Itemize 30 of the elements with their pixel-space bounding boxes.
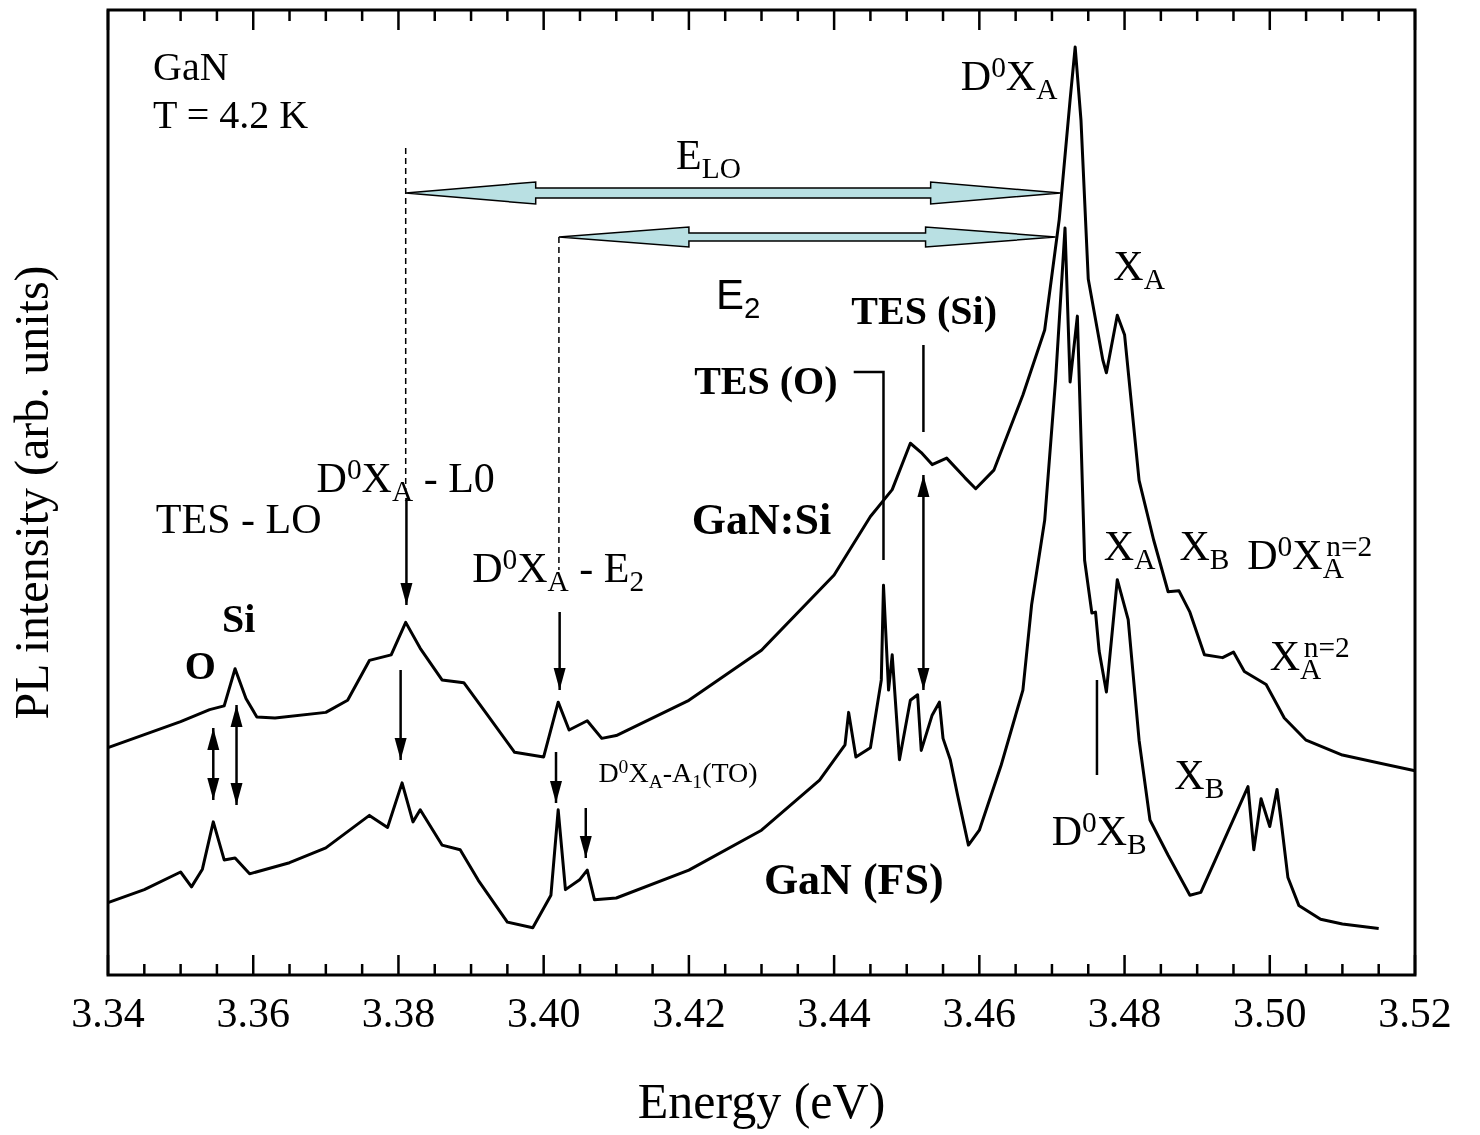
x-tick-label: 3.34 [71, 990, 145, 1036]
x-tick-label: 3.38 [361, 990, 436, 1036]
series-label: GaN:Si [691, 495, 832, 545]
annotation: D$^{0}$X$_{A}$ - E$_{2}$ [472, 543, 645, 597]
x-tick-label: 3.42 [652, 990, 726, 1036]
annotation: Si [222, 595, 256, 641]
annotation: X$_{B}$ [1179, 523, 1230, 575]
annotation: D$^{0}$X$_{B}$ [1051, 805, 1147, 860]
annotation: GaN [153, 44, 229, 89]
annotation: X$_{A}$ [1103, 523, 1157, 575]
x-tick-label: 3.46 [942, 990, 1017, 1036]
annotation: T = 4.2 K [153, 92, 309, 137]
annotation: E$_{LO}$ [676, 132, 741, 185]
x-tick-label: 3.36 [216, 990, 290, 1036]
x-tick-label: 3.50 [1233, 990, 1307, 1036]
x-axis-title: Energy (eV) [637, 1073, 886, 1129]
annotation: O [184, 643, 216, 689]
x-tick-label: 3.44 [797, 990, 871, 1036]
annotation: E$_{2}$ [716, 271, 761, 325]
annotation: D$^{0}$X$_{A}$ [960, 50, 1059, 105]
series-label: GaN (FS) [763, 855, 944, 905]
x-tick-label: 3.48 [1087, 990, 1162, 1036]
annotation: X$_{A}$ [1113, 242, 1166, 295]
x-tick-label: 3.40 [506, 990, 581, 1036]
x-tick-label: 3.52 [1378, 990, 1452, 1036]
annotation: X$_{B}$ [1174, 752, 1225, 804]
annotation: D$^{0}$X$_{A}$-A$_{1}$(TO) [598, 755, 758, 792]
y-axis-title: PL intensity (arb. units) [5, 265, 59, 720]
annotation: TES (Si) [851, 287, 997, 333]
annotation: TES (O) [694, 358, 838, 404]
